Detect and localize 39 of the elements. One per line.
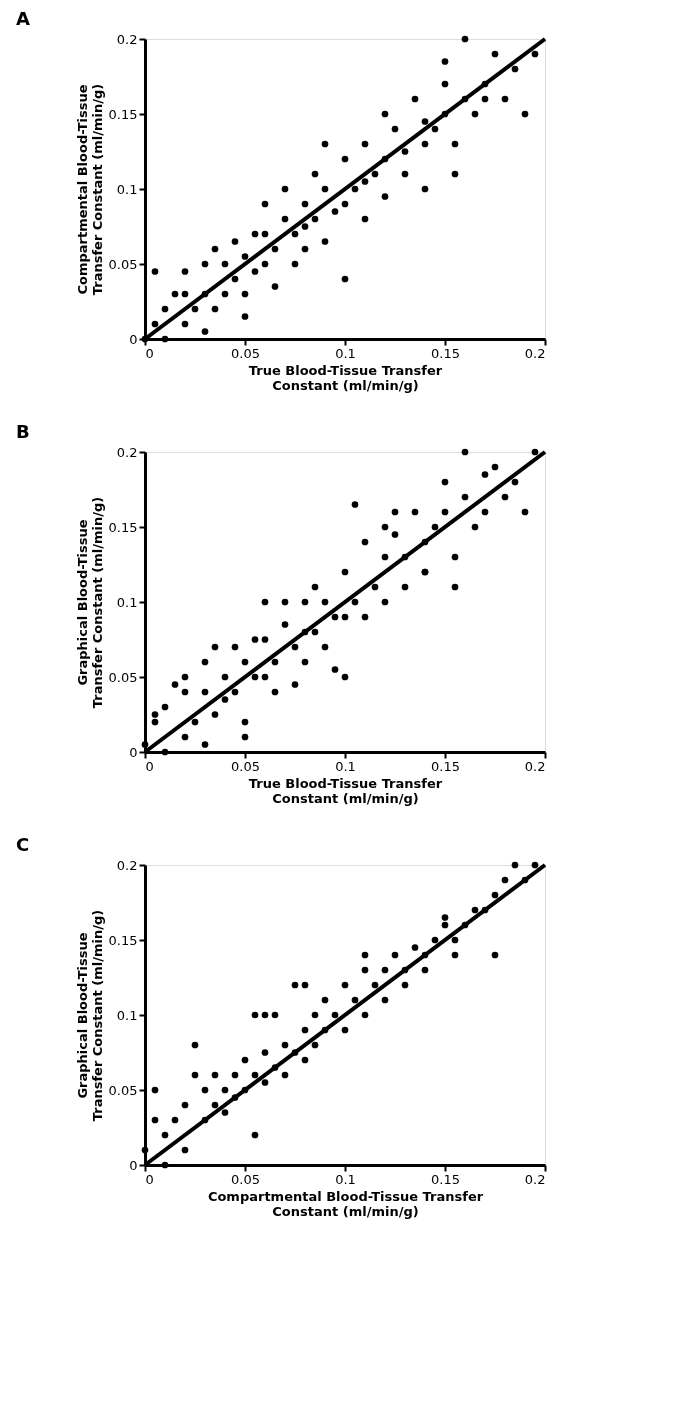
x-axis-title: Compartmental Blood-Tissue Transfer Constant (ml/min/g) xyxy=(207,1188,484,1219)
chart-title: A xyxy=(16,8,31,29)
y-tick-label: 0.15 xyxy=(108,106,138,122)
x-tick-label: 0.1 xyxy=(335,345,356,361)
x-tick-label: 0 xyxy=(145,1171,154,1187)
y-tick-label: 0.05 xyxy=(108,1082,138,1098)
y-axis-title: Graphical Blood-Tissue Transfer Constant (ml/min/g) xyxy=(74,496,105,709)
y-tick-label: 0.2 xyxy=(116,31,138,47)
y-tick-label: 0 xyxy=(129,1157,138,1173)
y-tick-label: 0.05 xyxy=(108,256,138,272)
y-tick-label: 0.15 xyxy=(108,932,138,948)
x-tick-label: 0.15 xyxy=(431,1171,460,1187)
y-tick-label: 0.1 xyxy=(116,181,138,197)
chart-title: B xyxy=(16,421,30,442)
x-tick-label: 0.2 xyxy=(524,345,546,361)
chart-title: C xyxy=(16,834,30,855)
x-tick-label: 0.05 xyxy=(231,345,260,361)
x-tick-label: 0.05 xyxy=(231,758,260,774)
y-axis-title: Compartmental Blood-Tissue Transfer Constant (ml/min/g) xyxy=(74,83,105,296)
y-tick-label: 0.2 xyxy=(116,444,138,460)
x-axis-title: True Blood-Tissue Transfer Constant (ml/min/g) xyxy=(248,362,443,393)
x-tick-label: 0.05 xyxy=(231,1171,260,1187)
y-tick-label: 0 xyxy=(129,331,138,347)
x-tick-label: 0.1 xyxy=(335,1171,356,1187)
x-tick-label: 0.2 xyxy=(524,758,546,774)
y-tick-label: 0.2 xyxy=(116,857,138,873)
y-tick-label: 0.1 xyxy=(116,1007,138,1023)
y-axis-title: Graphical Blood-Tissue Transfer Constant (ml/min/g) xyxy=(74,909,105,1122)
x-tick-label: 0 xyxy=(145,345,154,361)
x-axis-title: True Blood-Tissue Transfer Constant (ml/min/g) xyxy=(248,775,443,806)
y-tick-label: 0.05 xyxy=(108,669,138,685)
x-tick-label: 0.2 xyxy=(524,1171,546,1187)
x-tick-label: 0.1 xyxy=(335,758,356,774)
x-tick-label: 0 xyxy=(145,758,154,774)
x-tick-label: 0.15 xyxy=(431,345,460,361)
x-tick-label: 0.15 xyxy=(431,758,460,774)
y-tick-label: 0 xyxy=(129,744,138,760)
y-tick-label: 0.15 xyxy=(108,519,138,535)
y-tick-label: 0.1 xyxy=(116,594,138,610)
